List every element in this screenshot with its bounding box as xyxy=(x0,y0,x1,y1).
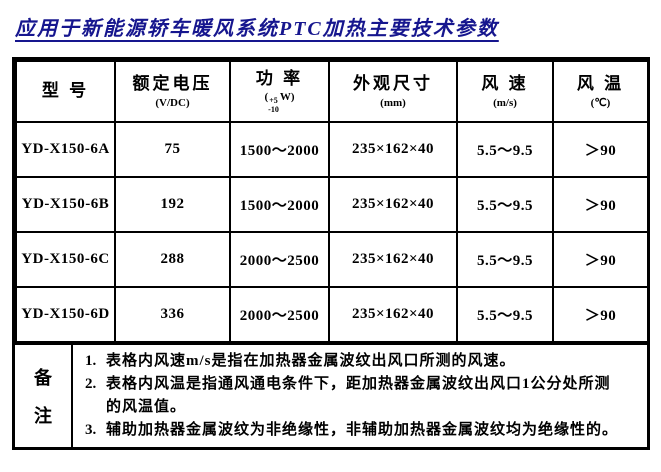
header-voltage-label: 额定电压 xyxy=(132,74,213,94)
header-wind-speed-unit: (m/s) xyxy=(493,96,517,109)
cell-voltage: 192 xyxy=(114,176,231,233)
cell-dimensions: 235×162×40 xyxy=(328,121,458,178)
cell-power: 1500～2000 xyxy=(229,121,330,178)
cell-power: 2000～2500 xyxy=(229,286,330,343)
cell-wind-speed: 5.5～9.5 xyxy=(456,121,554,178)
note-item: 2. 表格内风温是指通风通电条件下，距加热器金属波纹出风口1公分处所测的风温值。 xyxy=(85,373,623,419)
spec-table: 型 号 额定电压 (V/DC) 功 率 (+5 -10 W) 外观尺寸 (mm) xyxy=(12,57,650,450)
power-tolerance-stack: +5 -10 xyxy=(268,96,279,114)
notes-body: 1. 表格内风速m/s是指在加热器金属波纹出风口所测的风速。 2. 表格内风温是指通… xyxy=(73,345,647,447)
table-row: YD-X150-6A 75 1500～2000 235×162×40 5.5～9… xyxy=(15,121,649,178)
spec-table-grid: 型 号 额定电压 (V/DC) 功 率 (+5 -10 W) 外观尺寸 (mm) xyxy=(15,60,649,343)
header-wind-speed: 风 速 (m/s) xyxy=(456,60,554,123)
power-tolerance-open: ( xyxy=(264,91,269,104)
table-row: YD-X150-6D 336 2000～2500 235×162×40 5.5～… xyxy=(15,286,649,343)
cell-model: YD-X150-6D xyxy=(15,286,116,343)
cell-wind-speed: 5.5～9.5 xyxy=(456,231,554,288)
table-row: YD-X150-6C 288 2000～2500 235×162×40 5.5～… xyxy=(15,231,649,288)
note-text: 辅助加热器金属波纹为非绝缘性，非辅助加热器金属波纹均为绝缘性的。 xyxy=(106,422,619,438)
notes-row: 备 注 1. 表格内风速m/s是指在加热器金属波纹出风口所测的风速。 2. 表格内风… xyxy=(15,343,647,447)
cell-dimensions: 235×162×40 xyxy=(328,286,458,343)
page-title: 应用于新能源轿车暖风系统PTC加热主要技术参数 xyxy=(15,18,499,40)
header-voltage-unit: (V/DC) xyxy=(155,96,190,109)
header-wind-temp-label: 风 温 xyxy=(576,74,625,94)
notes-label-char-bottom: 注 xyxy=(34,405,52,426)
cell-model: YD-X150-6A xyxy=(15,121,116,178)
note-number: 3. xyxy=(85,422,97,438)
header-wind-speed-label: 风 速 xyxy=(481,74,529,94)
header-row: 型 号 额定电压 (V/DC) 功 率 (+5 -10 W) 外观尺寸 (mm) xyxy=(15,60,649,123)
header-power-label: 功 率 xyxy=(255,68,304,88)
note-text: 表格内风温是指通风通电条件下，距加热器金属波纹出风口1公分处所测的风温值。 xyxy=(106,376,611,415)
power-tolerance-minus: -10 xyxy=(268,104,279,114)
header-wind-temp-unit: (℃) xyxy=(590,96,611,109)
cell-wind-temp: ＞90 xyxy=(552,286,649,343)
header-dimensions-label: 外观尺寸 xyxy=(353,74,433,94)
note-number: 2. xyxy=(85,376,97,392)
power-tolerance-plus: +5 xyxy=(269,96,278,106)
cell-model: YD-X150-6C xyxy=(15,231,116,288)
header-voltage: 额定电压 (V/DC) xyxy=(114,60,231,123)
cell-wind-speed: 5.5～9.5 xyxy=(456,286,554,343)
cell-dimensions: 235×162×40 xyxy=(328,231,458,288)
header-power: 功 率 (+5 -10 W) xyxy=(229,60,330,123)
header-model-label: 型 号 xyxy=(41,81,90,101)
cell-power: 1500～2000 xyxy=(229,176,330,233)
cell-wind-temp: ＞90 xyxy=(552,176,649,233)
header-power-unit: (+5 -10 W) xyxy=(231,91,328,114)
cell-wind-speed: 5.5～9.5 xyxy=(456,176,554,233)
note-item: 3. 辅助加热器金属波纹为非绝缘性，非辅助加热器金属波纹均为绝缘性的。 xyxy=(85,419,623,442)
cell-voltage: 288 xyxy=(114,231,231,288)
note-text: 表格内风速m/s是指在加热器金属波纹出风口所测的风速。 xyxy=(106,353,516,369)
power-tolerance-close: W) xyxy=(279,91,295,104)
cell-voltage: 75 xyxy=(114,121,231,178)
header-wind-temp: 风 温 (℃) xyxy=(552,60,649,123)
notes-label-char-top: 备 xyxy=(34,368,52,389)
notes-label: 备 注 xyxy=(15,345,73,447)
cell-voltage: 336 xyxy=(114,286,231,343)
note-item: 1. 表格内风速m/s是指在加热器金属波纹出风口所测的风速。 xyxy=(85,350,623,373)
cell-wind-temp: ＞90 xyxy=(552,121,649,178)
cell-power: 2000～2500 xyxy=(229,231,330,288)
header-model: 型 号 xyxy=(15,60,116,123)
note-number: 1. xyxy=(85,353,97,369)
table-row: YD-X150-6B 192 1500～2000 235×162×40 5.5～… xyxy=(15,176,649,233)
cell-model: YD-X150-6B xyxy=(15,176,116,233)
header-dimensions: 外观尺寸 (mm) xyxy=(328,60,458,123)
header-dimensions-unit: (mm) xyxy=(380,96,406,109)
cell-wind-temp: ＞90 xyxy=(552,231,649,288)
cell-dimensions: 235×162×40 xyxy=(328,176,458,233)
